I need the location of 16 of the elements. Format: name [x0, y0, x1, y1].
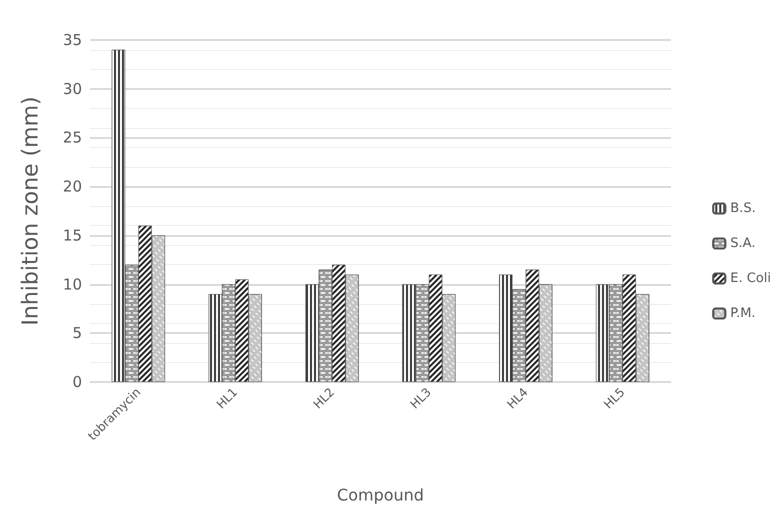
legend-label: E. Coli	[730, 271, 771, 286]
legend-label: P.M.	[730, 306, 756, 321]
legend-label: B.S.	[730, 201, 756, 216]
y-tick-label: 35	[62, 31, 82, 49]
y-tick-label: 10	[62, 275, 82, 294]
y-tick-label: 25	[62, 128, 82, 147]
y-tick-label: 0	[72, 373, 82, 391]
x-axis-title: Compound	[337, 486, 424, 504]
legend-label: S.A.	[730, 236, 756, 251]
y-tick-label: 15	[62, 226, 82, 244]
y-tick-label: 5	[72, 324, 82, 342]
y-axis-title: Inhibition zone (mm)	[18, 96, 44, 326]
x-tick-label: HL2	[310, 385, 338, 412]
x-tick-label: HL1	[214, 385, 240, 412]
y-tick-label: 20	[62, 178, 82, 196]
y-tick-label: 30	[62, 80, 82, 98]
